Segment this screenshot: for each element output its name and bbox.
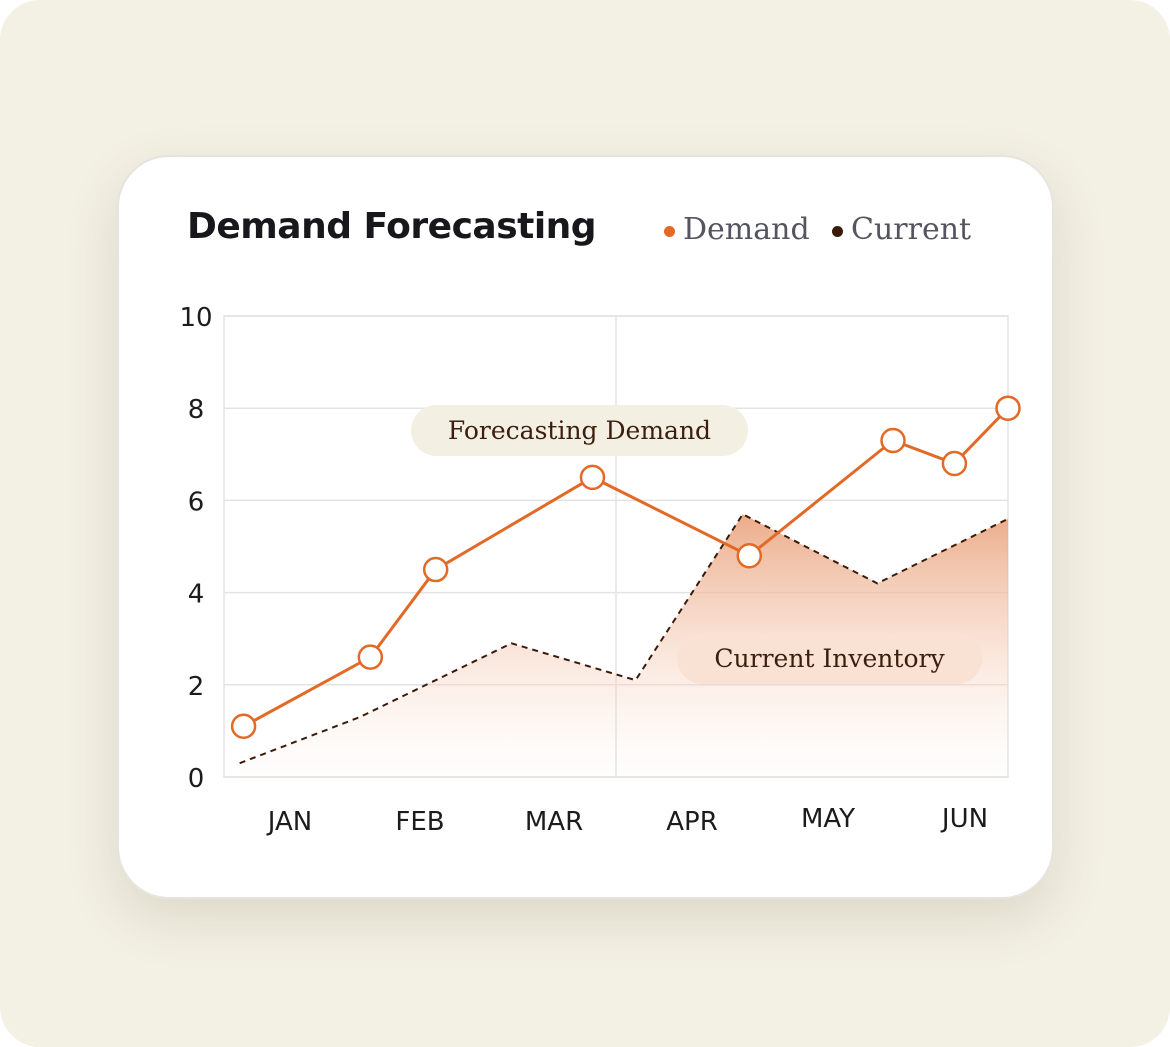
demand-point — [880, 427, 906, 454]
y-tick-label: 4 — [188, 580, 205, 610]
annotation-forecasting-demand: Forecasting Demand — [411, 405, 748, 456]
current-series-line — [239, 512, 1009, 765]
legend-dot-icon — [832, 225, 843, 237]
chart-title: Demand Forecasting — [187, 206, 597, 247]
y-tick-label: 0 — [188, 764, 205, 794]
y-tick-label: 10 — [179, 303, 212, 333]
x-tick-label: MAR — [525, 807, 583, 837]
legend-label: Current — [851, 212, 972, 247]
current-inventory-area — [239, 514, 1008, 777]
annotation-current-inventory: Current Inventory — [677, 633, 982, 684]
legend-demand[interactable]: Demand — [664, 212, 810, 247]
demand-point — [995, 395, 1021, 421]
demand-point — [422, 556, 449, 583]
demand-point — [230, 713, 257, 740]
demand-point — [357, 644, 384, 670]
y-tick-label: 6 — [188, 487, 205, 517]
legend-current[interactable]: Current — [832, 212, 971, 247]
y-tick-label: 2 — [188, 672, 205, 702]
demand-point — [736, 542, 763, 569]
x-tick-label: MAY — [801, 804, 855, 834]
legend-label: Demand — [683, 212, 810, 247]
x-tick-label: JAN — [266, 807, 312, 837]
legend-dot-icon — [664, 225, 675, 237]
x-tick-label: JUN — [940, 804, 988, 834]
y-tick-label: 8 — [188, 395, 205, 425]
demand-point — [941, 450, 968, 477]
x-tick-label: APR — [666, 807, 718, 837]
demand-point — [579, 464, 606, 491]
x-tick-label: FEB — [395, 807, 444, 837]
